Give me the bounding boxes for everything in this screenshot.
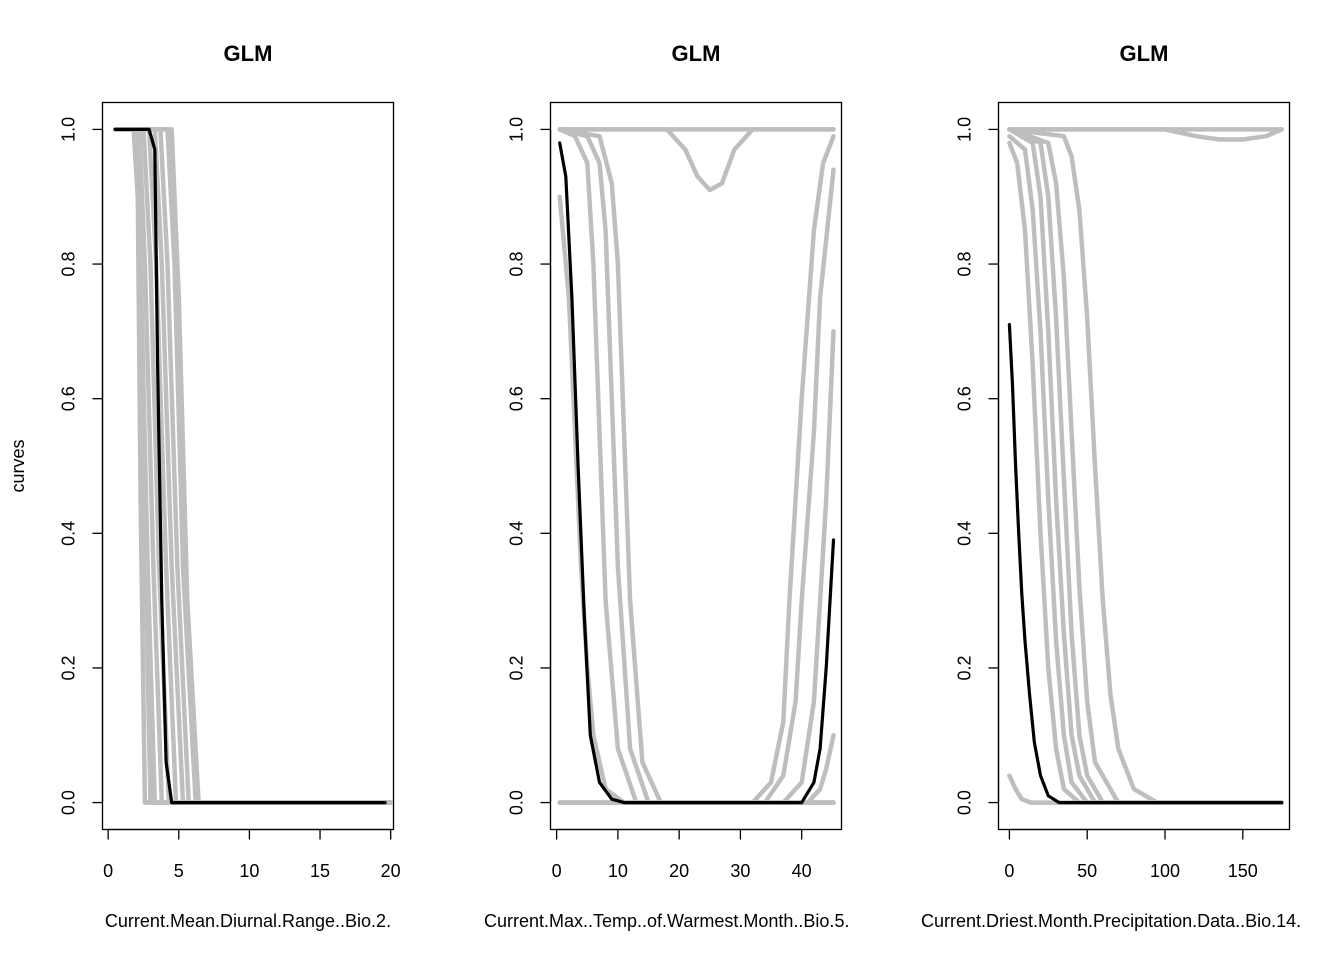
x-tick-label: 10: [608, 861, 628, 881]
y-tick-label: 0.0: [955, 790, 975, 815]
x-tick-label: 5: [174, 861, 184, 881]
mean-response-curve: [1007, 323, 1284, 805]
x-tick-label: 0: [552, 861, 562, 881]
x-tick-label: 0: [1004, 861, 1014, 881]
y-tick-label: 0.2: [955, 655, 975, 680]
replicate-curve-5: [1007, 133, 1284, 805]
y-axis: 0.0 0.2 0.4 0.6 0.8 1.0: [59, 117, 104, 815]
x-axis: 0 10 20 30 40: [552, 828, 812, 881]
y-axis: 0.0 0.2 0.4 0.6 0.8 1.0: [507, 117, 552, 815]
replicate-curve-9: [1007, 127, 1284, 805]
replicate-curve-8: [557, 133, 836, 805]
panel-title: GLM: [672, 41, 721, 66]
replicate-curve-6: [557, 127, 836, 805]
x-tick-label: 40: [792, 861, 812, 881]
y-tick-label: 0.6: [507, 386, 527, 411]
x-tick-label: 30: [730, 861, 750, 881]
x-tick-label: 50: [1077, 861, 1097, 881]
curves-layer: [112, 127, 393, 805]
y-tick-label: 0.0: [507, 790, 527, 815]
x-tick-label: 20: [381, 861, 401, 881]
curves-layer: [1007, 127, 1284, 805]
x-tick-label: 10: [239, 861, 259, 881]
x-axis-label: Current.Max..Temp..of.Warmest.Month..Bio…: [484, 911, 849, 931]
y-tick-label: 0.6: [59, 386, 79, 411]
y-tick-label: 0.4: [507, 521, 527, 546]
y-tick-label: 0.4: [955, 521, 975, 546]
replicate-curve-7: [557, 127, 836, 805]
panel-bio14: GLM 0 50 100 150 0.0 0.2 0.4 0.6 0.8 1.0 Current…: [921, 41, 1301, 931]
y-tick-label: 1.0: [955, 117, 975, 142]
panel-bio2: GLM 0 5 10 15 20 0.0 0.2 0.4 0.6 0.8 1.0 Current.…: [59, 41, 401, 931]
x-axis: 0 5 10 15 20: [103, 828, 401, 881]
y-tick-label: 1.0: [507, 117, 527, 142]
x-axis-label: Current.Driest.Month.Precipitation.Data.…: [921, 911, 1301, 931]
replicate-curve-2: [1007, 127, 1284, 142]
replicate-curve-6: [1007, 127, 1284, 805]
y-tick-label: 1.0: [59, 117, 79, 142]
y-tick-label: 0.8: [955, 252, 975, 277]
x-axis-label: Current.Mean.Diurnal.Range..Bio.2.: [105, 911, 391, 931]
y-tick-label: 0.8: [59, 252, 79, 277]
x-tick-label: 20: [669, 861, 689, 881]
mean-response-curve: [558, 141, 836, 805]
x-tick-label: 150: [1228, 861, 1258, 881]
y-tick-label: 0.2: [507, 655, 527, 680]
mean-response-curve: [113, 127, 387, 805]
panel-title: GLM: [1120, 41, 1169, 66]
replicate-curve-8: [1007, 127, 1284, 805]
replicate-curve-7: [1007, 127, 1284, 805]
x-axis: 0 50 100 150: [1004, 828, 1258, 881]
x-tick-label: 100: [1150, 861, 1180, 881]
y-axis: 0.0 0.2 0.4 0.6 0.8 1.0: [955, 117, 1000, 815]
replicate-curve-9: [557, 167, 836, 805]
x-tick-label: 0: [103, 861, 113, 881]
panel-title: GLM: [224, 41, 273, 66]
x-tick-label: 15: [310, 861, 330, 881]
figure-ylabel: curves: [8, 439, 28, 492]
curves-layer: [557, 127, 836, 805]
y-tick-label: 0.2: [59, 655, 79, 680]
y-tick-label: 0.6: [955, 386, 975, 411]
y-tick-label: 0.4: [59, 521, 79, 546]
replicate-curve-4: [1007, 140, 1284, 805]
panel-bio5: GLM 0 10 20 30 40 0.0 0.2 0.4 0.6 0.8 1.0 Current…: [484, 41, 849, 931]
replicate-curve-3: [557, 127, 836, 193]
replicate-curve-5: [557, 127, 836, 805]
y-tick-label: 0.8: [507, 252, 527, 277]
y-tick-label: 0.0: [59, 790, 79, 815]
